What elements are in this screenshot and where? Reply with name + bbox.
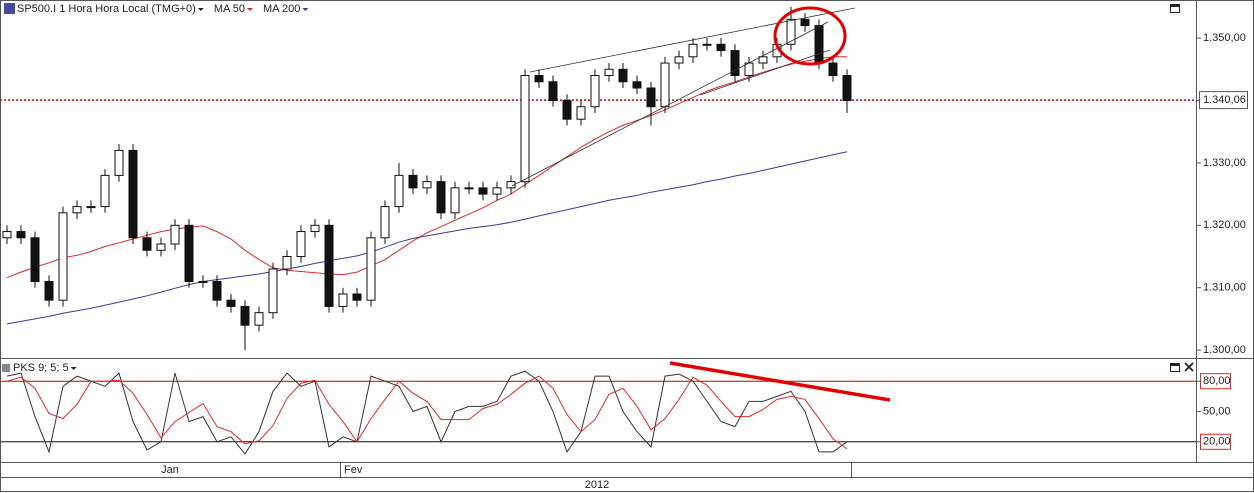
candle-body	[352, 293, 362, 301]
year-label: 2012	[585, 479, 609, 491]
candle-body	[464, 187, 474, 190]
candle-body	[324, 224, 334, 307]
candle-body	[674, 56, 684, 64]
dropdown-arrow[interactable]	[70, 367, 77, 370]
candle-body	[170, 224, 180, 245]
candle-body	[450, 187, 460, 214]
highlight-circle	[773, 6, 847, 66]
candle-body	[744, 62, 754, 77]
candle-body	[114, 149, 124, 176]
candle-body	[660, 62, 670, 108]
candle-body	[366, 237, 376, 301]
candle-body	[422, 181, 432, 189]
candle-body	[814, 25, 824, 64]
month-label: Fev	[344, 464, 363, 476]
candle-body	[86, 206, 96, 209]
candle-body	[16, 231, 26, 239]
month-label: Jan	[161, 464, 179, 476]
candle-body	[758, 56, 768, 64]
last-price-label: 1.340,06	[1203, 94, 1246, 106]
candle-body	[44, 280, 54, 301]
candle-body	[156, 243, 166, 251]
candle-body	[72, 206, 82, 214]
y-tick-label: 1.350,00	[1203, 32, 1246, 44]
symbol-icon[interactable]	[4, 3, 15, 14]
oscillator-line	[6, 370, 848, 455]
last-price-box	[1199, 91, 1248, 110]
trendline-lower	[511, 21, 829, 187]
candle-body	[338, 293, 348, 307]
candle-body	[58, 212, 68, 301]
candle-body	[842, 75, 852, 101]
y-tick-label: 1.310,00	[1203, 282, 1246, 294]
candle-body	[562, 99, 572, 120]
candle-body	[646, 87, 656, 108]
chart-title[interactable]: SP500.I 1 Hora Hora Local (TMG+0)	[17, 3, 196, 15]
candle-body	[548, 81, 558, 101]
y-tick-label: 20,00	[1203, 436, 1231, 448]
candle-body	[2, 231, 12, 239]
candle-body	[534, 75, 544, 83]
candle-body	[786, 18, 796, 45]
candle-body	[478, 187, 488, 195]
close-button[interactable]	[1184, 362, 1194, 372]
candle-body	[30, 237, 40, 282]
dropdown-arrow[interactable]	[302, 8, 309, 11]
y-tick-label: 1.320,00	[1203, 219, 1246, 231]
candle-body	[688, 43, 698, 58]
candle-body	[198, 280, 208, 283]
y-tick-label: 50,00	[1203, 405, 1231, 417]
maximize-button[interactable]	[1170, 363, 1180, 372]
candle-body	[604, 68, 614, 77]
candle-body	[128, 149, 138, 239]
candle-body	[296, 231, 306, 258]
trendline-upper	[529, 7, 856, 73]
dropdown-arrow[interactable]	[247, 8, 254, 11]
candle-body	[226, 299, 236, 307]
candle-body	[100, 174, 110, 208]
y-tick-label: 1.330,00	[1203, 157, 1246, 169]
moving-average-line	[6, 151, 848, 325]
candle-body	[394, 174, 404, 208]
candle-body	[590, 75, 600, 108]
dropdown-arrow[interactable]	[197, 8, 204, 11]
candle-body	[184, 224, 194, 282]
candle-body	[268, 268, 278, 314]
tick-box	[1200, 373, 1231, 390]
tick-box	[1200, 433, 1231, 450]
candle-body	[282, 256, 292, 270]
candle-body	[380, 206, 390, 239]
candle-body	[576, 106, 586, 120]
divergence-line	[669, 361, 891, 402]
indicator-icon[interactable]	[2, 364, 10, 372]
candle-body	[800, 18, 810, 27]
candle-body	[212, 280, 222, 301]
candle-body	[142, 237, 152, 251]
y-tick-label: 80,00	[1203, 375, 1231, 387]
candle-body	[492, 187, 502, 195]
candle-body	[730, 50, 740, 77]
candle-body	[828, 62, 838, 77]
candle-body	[520, 75, 530, 183]
candle-body	[436, 181, 446, 214]
candle-body	[310, 224, 320, 233]
candle-body	[632, 81, 642, 89]
maximize-button[interactable]	[1170, 4, 1180, 13]
indicator-title[interactable]: PKS 9; 5; 5	[13, 362, 69, 374]
trendline-inner	[699, 49, 831, 96]
oscillator-line	[6, 375, 848, 450]
candle-body	[716, 43, 726, 52]
y-tick-label: 1.300,00	[1203, 344, 1246, 356]
candle-body	[618, 68, 628, 83]
candle-body	[408, 174, 418, 189]
candle-body	[254, 312, 264, 326]
candle-body	[702, 43, 712, 46]
candle-body	[240, 305, 250, 326]
legend-entry[interactable]: MA 50	[214, 3, 245, 15]
legend-entry[interactable]: MA 200	[263, 3, 300, 15]
